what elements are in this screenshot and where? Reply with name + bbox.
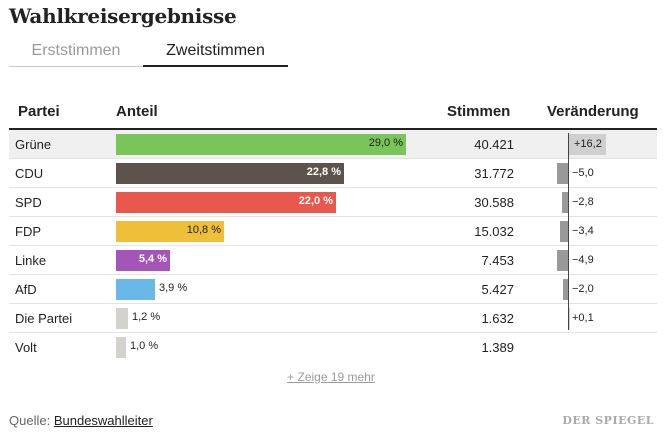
share-bar <box>116 337 126 358</box>
share-label: 10,8 % <box>186 224 221 236</box>
spiegel-logo: DER SPIEGEL <box>562 414 654 427</box>
table-row: FDP 10,8 % 15.032 −3,4 <box>9 217 657 246</box>
party-name: Linke <box>15 253 47 268</box>
share-bar <box>116 250 170 271</box>
change-label: −3,4 <box>572 225 594 237</box>
column-header-votes: Stimmen <box>447 103 511 120</box>
share-label: 3,9 % <box>159 282 188 294</box>
tab-erststimmen[interactable]: Erststimmen <box>9 38 143 67</box>
table-row: Die Partei 1,2 % 1.632 +0,1 <box>9 304 657 333</box>
change-label: −4,9 <box>572 254 594 266</box>
column-header-change: Veränderung <box>547 103 639 120</box>
share-bar <box>116 221 224 242</box>
table-row: Grüne 29,0 % 40.421 +16,2 <box>9 130 657 159</box>
table-row: AfD 3,9 % 5.427 −2,0 <box>9 275 657 304</box>
column-header-party: Partei <box>18 103 60 120</box>
change-bar <box>561 192 568 213</box>
party-name: Volt <box>15 340 37 355</box>
table-row: SPD 22,0 % 30.588 −2,8 <box>9 188 657 217</box>
tab-bar: Erststimmen Zweitstimmen <box>9 38 288 68</box>
share-bar <box>116 134 406 155</box>
party-name: Die Partei <box>15 311 73 326</box>
change-label: +0,1 <box>572 312 594 324</box>
share-bar <box>116 279 155 300</box>
vote-count: 5.427 <box>481 282 514 297</box>
change-label: −2,0 <box>572 283 594 295</box>
change-bar <box>563 279 568 300</box>
tab-zweitstimmen[interactable]: Zweitstimmen <box>143 38 288 67</box>
share-bar <box>116 192 336 213</box>
change-zero-axis <box>568 133 569 330</box>
header-divider <box>9 128 657 130</box>
share-label: 22,8 % <box>306 166 341 178</box>
change-bar <box>556 163 568 184</box>
vote-count: 40.421 <box>474 137 514 152</box>
column-header-share: Anteil <box>116 103 158 120</box>
share-label: 1,0 % <box>130 340 159 352</box>
vote-count: 31.772 <box>474 166 514 181</box>
share-label: 29,0 % <box>368 137 403 149</box>
change-bar <box>560 221 568 242</box>
share-label: 22,0 % <box>298 195 333 207</box>
vote-count: 1.389 <box>481 340 514 355</box>
party-name: SPD <box>15 195 42 210</box>
change-bar <box>556 250 568 271</box>
share-label: 5,4 % <box>138 253 167 265</box>
share-label: 1,2 % <box>132 311 161 323</box>
vote-count: 7.453 <box>481 253 514 268</box>
vote-count: 30.588 <box>474 195 514 210</box>
change-bar <box>569 134 606 155</box>
change-label: +16,2 <box>574 138 602 150</box>
change-bar <box>569 308 570 329</box>
table-row: CDU 22,8 % 31.772 −5,0 <box>9 159 657 188</box>
change-label: −2,8 <box>572 196 594 208</box>
page-title: Wahlkreisergebnisse <box>9 4 237 28</box>
vote-count: 15.032 <box>474 224 514 239</box>
source-prefix: Quelle: <box>9 413 51 428</box>
table-row: Volt 1,0 % 1.389 <box>9 333 657 362</box>
share-bar <box>116 163 344 184</box>
share-bar <box>116 308 128 329</box>
change-label: −5,0 <box>572 167 594 179</box>
party-name: AfD <box>15 282 37 297</box>
party-name: CDU <box>15 166 44 181</box>
party-name: Grüne <box>15 137 52 152</box>
source-line: Quelle: Bundeswahlleiter <box>9 413 153 428</box>
source-link[interactable]: Bundeswahlleiter <box>53 413 153 428</box>
show-more-link[interactable]: + Zeige 19 mehr <box>287 370 375 384</box>
vote-count: 1.632 <box>481 311 514 326</box>
table-row: Linke 5,4 % 7.453 −4,9 <box>9 246 657 275</box>
party-name: FDP <box>15 224 41 239</box>
